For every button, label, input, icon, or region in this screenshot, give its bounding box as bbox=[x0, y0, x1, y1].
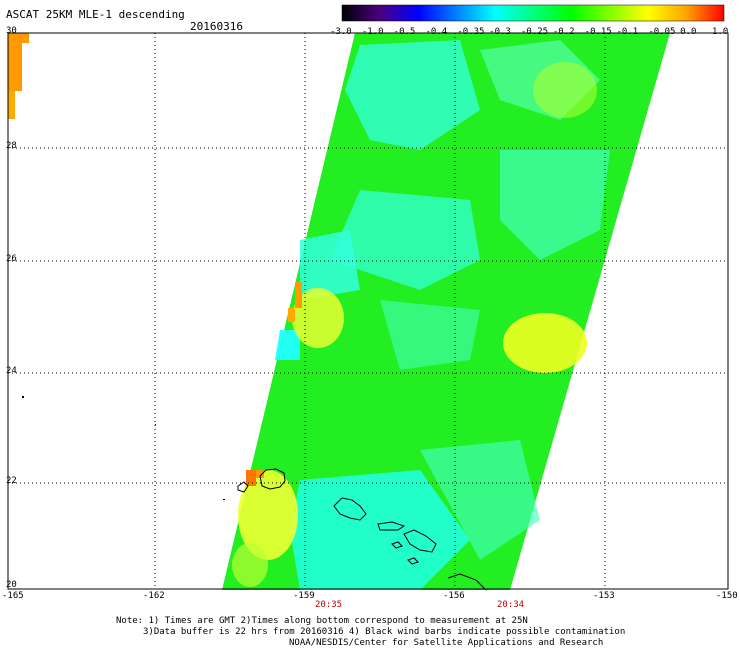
speck bbox=[22, 396, 24, 398]
lat-tick-label: 26 bbox=[6, 254, 17, 264]
lat-tick-label: 28 bbox=[6, 141, 17, 151]
swath-patch-cyan bbox=[345, 40, 480, 150]
colorbar-tick-label: 1.0 bbox=[712, 27, 729, 37]
product-title: ASCAT 25KM MLE-1 descending bbox=[6, 8, 185, 21]
colorbar bbox=[341, 4, 725, 22]
coastline-kahoolawe bbox=[407, 557, 419, 565]
colorbar-tick-label: -0.2 bbox=[552, 27, 575, 37]
colorbar-tick-label: -3.0 bbox=[330, 27, 352, 37]
swath-patch-yellow bbox=[503, 313, 587, 373]
swath-patch-cyan bbox=[275, 330, 300, 360]
swath-patch-cyan bbox=[330, 190, 480, 290]
swath-pixel-orange bbox=[256, 470, 264, 478]
colorbar-strip bbox=[341, 4, 725, 22]
lat-tick-label: 24 bbox=[6, 366, 17, 376]
colorbar-tick-label: -0.25 bbox=[521, 27, 549, 37]
coastline-maui bbox=[403, 529, 437, 553]
coastline-molokai bbox=[377, 521, 406, 531]
lat-tick-label: 20 bbox=[6, 580, 17, 590]
swath-pixel-orange bbox=[246, 470, 256, 486]
swath-pixel-orange bbox=[8, 43, 22, 91]
coastline-oahu bbox=[333, 497, 367, 521]
coastline-kauai bbox=[259, 468, 286, 490]
coastline-niihau bbox=[237, 481, 249, 493]
swath-pixel-orange bbox=[288, 308, 295, 322]
colorbar-tick-label: -0.05 bbox=[648, 27, 676, 37]
swath-patch-yellow bbox=[533, 62, 597, 118]
swath-patch-cyan bbox=[500, 150, 610, 260]
swath-pixel-orange bbox=[8, 91, 15, 119]
lat-lon-grid bbox=[8, 33, 728, 589]
product-date: 20160316 bbox=[190, 20, 243, 33]
colorbar-tick-label: -0.3 bbox=[489, 27, 511, 37]
note-line-2: 3)Data buffer is 22 hrs from 20160316 4)… bbox=[143, 627, 626, 637]
colorbar-tick-label: -0.4 bbox=[425, 27, 448, 37]
swath-patch-cyan bbox=[420, 440, 540, 560]
note-line-3: NOAA/NESDIS/Center for Satellite Applica… bbox=[289, 638, 604, 648]
pass-time-label: 20:35 bbox=[315, 600, 343, 610]
lat-tick-label: 30 bbox=[6, 26, 17, 36]
colorbar-tick-label: -1.0 bbox=[361, 27, 384, 37]
note-line-1: Note: 1) Times are GMT 2)Times along bot… bbox=[116, 616, 528, 626]
lon-tick-label: -153 bbox=[593, 591, 615, 601]
swath-patch-yellow bbox=[238, 470, 298, 560]
lon-tick-label: -162 bbox=[143, 591, 165, 601]
colorbar-tick-label: 0.0 bbox=[680, 27, 697, 37]
coastline-lanai bbox=[391, 541, 403, 549]
swath-layer bbox=[8, 33, 670, 590]
lon-tick-label: -159 bbox=[293, 591, 315, 601]
lon-tick-label: -156 bbox=[443, 591, 465, 601]
coastline-hawaii bbox=[447, 573, 487, 591]
swath-pixel-orange bbox=[8, 33, 29, 43]
lon-tick-label: -165 bbox=[2, 591, 24, 601]
swath-patch-yellow bbox=[232, 543, 268, 587]
colorbar-tick-label: -0.35 bbox=[457, 27, 485, 37]
map-frame bbox=[7, 32, 729, 590]
colorbar-tick-label: -0.5 bbox=[393, 27, 416, 37]
colorbar-tick-label: -0.1 bbox=[616, 27, 639, 37]
lon-tick-label: -150 bbox=[716, 591, 738, 601]
lat-tick-label: 22 bbox=[6, 476, 17, 486]
colorbar-tick-label: -0.15 bbox=[584, 27, 612, 37]
pass-time-label: 20:34 bbox=[497, 600, 525, 610]
swath-patch-cyan bbox=[300, 230, 360, 300]
speck bbox=[155, 424, 156, 425]
speck bbox=[223, 499, 225, 500]
coastline-layer bbox=[237, 468, 487, 591]
swath-pixel-orange bbox=[295, 282, 302, 308]
